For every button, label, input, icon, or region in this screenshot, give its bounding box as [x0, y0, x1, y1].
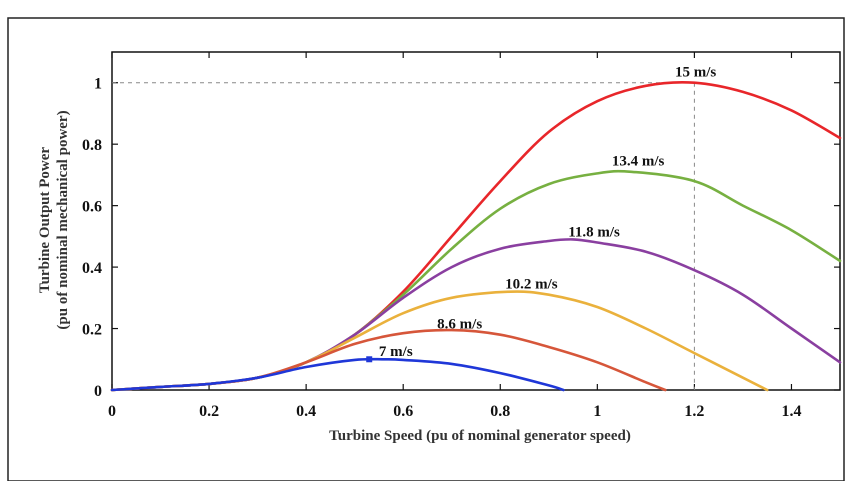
series-line-13-4-m-s [110, 169, 842, 392]
y-axis-label-line1: Turbine Output Power [37, 147, 53, 293]
curve-label: 10.2 m/s [505, 277, 558, 293]
curve-labels: 15 m/s 13.4 m/s 11.8 m/s 10.2 m/s 8.6 m/s 7 m… [379, 65, 716, 361]
x-axis-label: Turbine Speed (pu of nominal generator s… [329, 428, 631, 444]
x-tick-label: 0 [108, 403, 116, 420]
curve-label: 8.6 m/s [437, 317, 482, 333]
curve-label: 11.8 m/s [568, 224, 620, 240]
x-tick-label: 1.4 [781, 403, 801, 420]
x-tick-label: 0.4 [296, 403, 316, 420]
curve-label: 7 m/s [379, 344, 413, 360]
y-axis-label-line2: (pu of nominal mechanical power) [55, 110, 71, 329]
plot-box [111, 51, 841, 391]
operating-point-marker [366, 356, 373, 363]
x-tick-label: 0.8 [490, 403, 510, 420]
y-tick-label: 0.6 [82, 199, 102, 216]
curve-label: 15 m/s [675, 65, 716, 81]
x-tick-label: 1 [593, 403, 601, 420]
y-tick-label: 0.8 [82, 137, 102, 154]
y-tick-label: 1 [94, 76, 102, 93]
reference-lines [112, 82, 695, 390]
series-layer [110, 81, 842, 392]
series-line-15-m-s [110, 81, 842, 392]
curve-label: 13.4 m/s [612, 154, 665, 170]
x-tick-label: 0.6 [393, 403, 413, 420]
axes: 0 0.2 0.4 0.6 0.8 1 1.2 1.4 0 0.2 0.4 0.6 0.8 1 [82, 51, 841, 420]
x-tick-label: 0.2 [199, 403, 219, 420]
series-line-10-2-m-s [110, 290, 769, 392]
y-tick-label: 0.4 [82, 260, 102, 277]
y-axis-label: Turbine Output Power (pu of nominal mech… [37, 110, 71, 329]
x-tick-label: 1.2 [684, 403, 704, 420]
series-line-7-m-s [110, 357, 565, 392]
y-tick-label: 0 [94, 383, 102, 400]
y-tick-label: 0.2 [82, 322, 102, 339]
